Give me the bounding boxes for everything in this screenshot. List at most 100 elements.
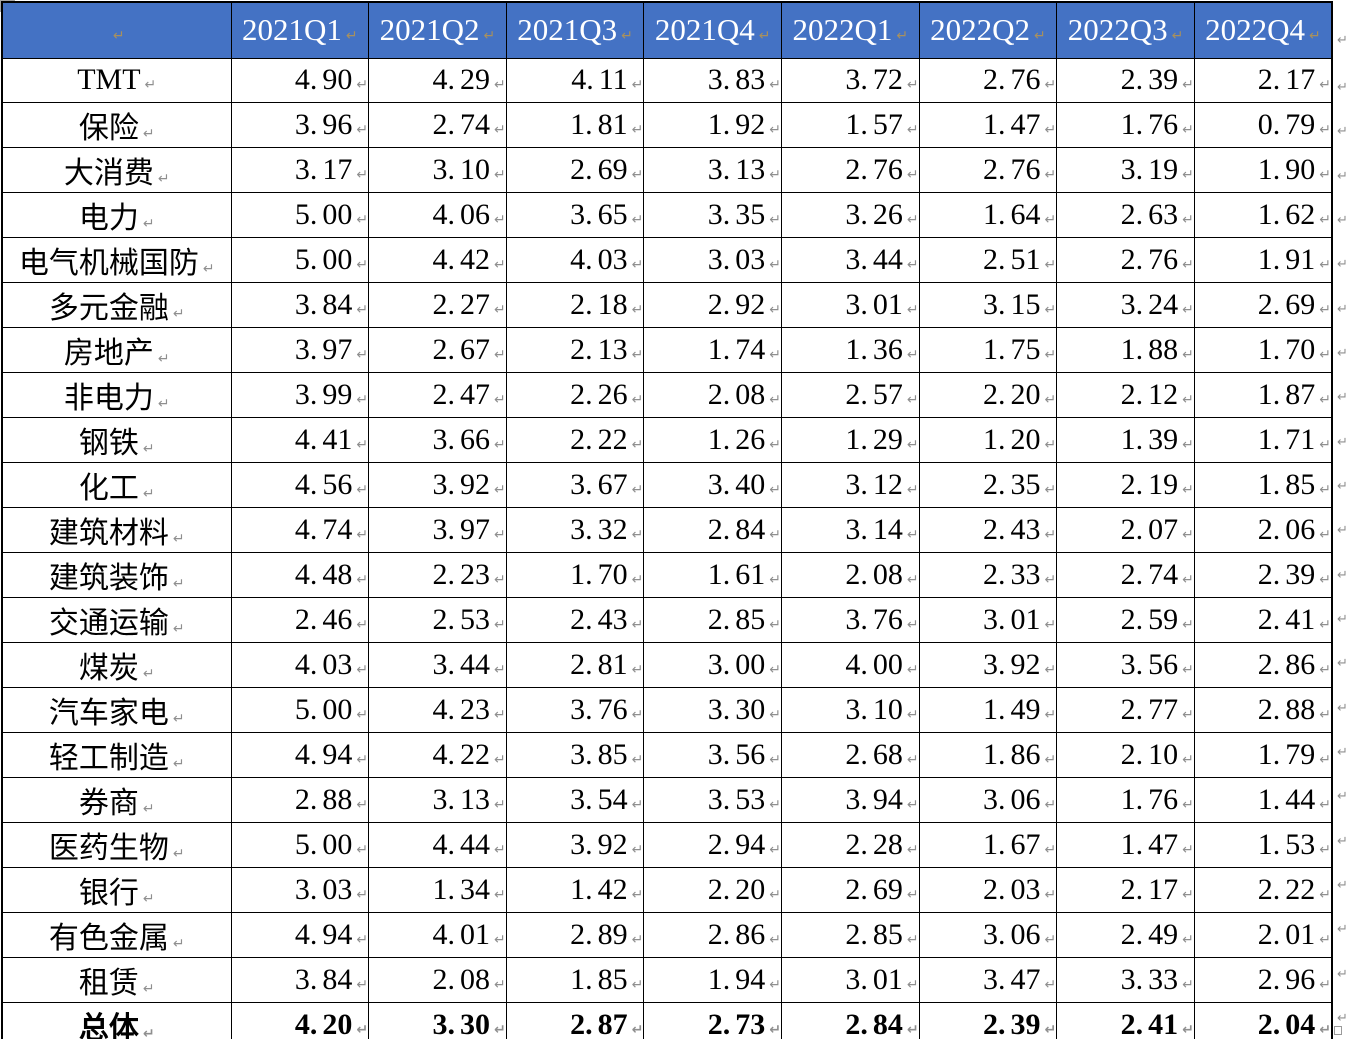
row-label-cell: 电气机械国防 ↵ bbox=[1, 236, 232, 283]
cell-value: 2. 20 bbox=[983, 377, 1041, 411]
value-cell: 3. 92 ↵ bbox=[918, 641, 1058, 688]
cell-value: 2. 08 bbox=[845, 557, 903, 591]
end-of-cell-mark-icon: ↵ bbox=[769, 706, 781, 723]
end-of-row-mark-icon: ↵ bbox=[1337, 213, 1347, 229]
cell-value: 2. 47 bbox=[432, 377, 491, 411]
end-of-cell-mark-icon: ↵ bbox=[494, 1021, 506, 1038]
cell-value: 4. 48 bbox=[294, 557, 353, 591]
end-of-cell-mark-icon: ↵ bbox=[356, 886, 369, 903]
value-cell: 1. 20 ↵ bbox=[918, 416, 1058, 463]
end-of-cell-mark-icon: ↵ bbox=[631, 301, 644, 318]
end-of-cell-mark-icon: ↵ bbox=[1182, 256, 1194, 273]
end-of-cell-mark-icon: ↵ bbox=[1182, 77, 1194, 94]
end-of-cell-mark-icon: ↵ bbox=[356, 121, 369, 138]
end-of-cell-mark-icon: ↵ bbox=[494, 391, 506, 408]
cell-value: 4. 00 bbox=[845, 647, 903, 681]
end-of-cell-mark-icon: ↵ bbox=[494, 616, 506, 633]
end-of-cell-mark-icon: ↵ bbox=[906, 211, 919, 228]
value-cell: 2. 84 ↵ bbox=[781, 1001, 920, 1039]
value-cell: 2. 46 ↵ bbox=[230, 596, 370, 643]
cell-text: 建筑材料 bbox=[48, 516, 169, 550]
column-header-2022Q4: 2022Q4 ↵ bbox=[1193, 1, 1333, 59]
cell-value: 4. 94 bbox=[294, 737, 353, 771]
value-cell: 1. 49 ↵ bbox=[918, 686, 1058, 733]
end-of-cell-mark-icon: ↵ bbox=[906, 77, 919, 94]
end-of-cell-mark-icon: ↵ bbox=[906, 616, 919, 633]
end-of-cell-mark-icon: ↵ bbox=[483, 28, 496, 45]
end-of-cell-mark-icon: ↵ bbox=[1182, 706, 1194, 723]
end-of-row-mark-icon: ↵ bbox=[1337, 479, 1347, 495]
cell-value: 1. 90 bbox=[1257, 152, 1316, 186]
end-of-cell-mark-icon: ↵ bbox=[906, 706, 919, 723]
value-cell: 3. 84 ↵ bbox=[230, 281, 370, 328]
end-of-cell-mark-icon: ↵ bbox=[345, 28, 358, 45]
end-of-cell-mark-icon: ↵ bbox=[631, 886, 644, 903]
end-of-cell-mark-icon: ↵ bbox=[494, 211, 506, 228]
value-cell: 1. 86 ↵ bbox=[918, 731, 1058, 778]
end-of-cell-mark-icon: ↵ bbox=[356, 436, 369, 453]
table-row: 汽车家电 ↵ 5. 00 ↵ 4. 23 ↵ 3. 76 ↵ 3. 30 ↵ 3. 10 ↵ 1. 49… bbox=[1, 686, 1333, 733]
end-of-cell-mark-icon: ↵ bbox=[1044, 526, 1057, 543]
value-cell: 1. 53 ↵ bbox=[1193, 821, 1333, 868]
end-of-cell-mark-icon: ↵ bbox=[494, 976, 506, 993]
end-of-cell-mark-icon: ↵ bbox=[1182, 796, 1194, 813]
cell-value: 2. 74 bbox=[1120, 557, 1179, 591]
end-of-row-mark-icon: ↵ bbox=[1337, 346, 1347, 362]
end-of-row-mark-icon: ↵ bbox=[1337, 744, 1347, 760]
cell-value: 2. 74 bbox=[432, 107, 491, 141]
end-of-cell-mark-icon: ↵ bbox=[1044, 301, 1057, 318]
cell-value: 3. 56 bbox=[707, 737, 766, 771]
value-cell: 3. 47 ↵ bbox=[918, 956, 1058, 1003]
value-cell: 0. 79 ↵ bbox=[1193, 101, 1333, 148]
value-cell: 1. 36 ↵ bbox=[781, 326, 920, 373]
table-row: 电力 ↵ 5. 00 ↵ 4. 06 ↵ 3. 65 ↵ 3. 35 ↵ 3. 26 ↵ 1. 64 ↵ 2… bbox=[1, 191, 1333, 238]
end-of-cell-mark-icon: ↵ bbox=[906, 166, 919, 183]
cell-value: 1. 81 bbox=[570, 107, 628, 141]
value-cell: 3. 44 ↵ bbox=[781, 236, 920, 283]
end-of-cell-mark-icon: ↵ bbox=[1044, 121, 1057, 138]
value-cell: 2. 20 ↵ bbox=[643, 866, 782, 913]
value-cell: 1. 67 ↵ bbox=[918, 821, 1058, 868]
cell-value: 4. 42 bbox=[432, 242, 491, 276]
end-of-cell-mark-icon: ↵ bbox=[142, 125, 155, 142]
value-cell: 3. 06 ↵ bbox=[918, 911, 1058, 958]
end-of-cell-mark-icon: ↵ bbox=[356, 751, 369, 768]
cell-value: 2. 59 bbox=[1120, 602, 1179, 636]
cell-value: 1. 87 bbox=[1257, 377, 1316, 411]
cell-value: 2. 85 bbox=[707, 602, 766, 636]
end-of-cell-mark-icon: ↵ bbox=[906, 526, 919, 543]
end-of-cell-mark-icon: ↵ bbox=[494, 886, 506, 903]
cell-value: 2. 19 bbox=[1120, 467, 1179, 501]
cell-value: 2. 76 bbox=[845, 152, 903, 186]
cell-value: 2. 20 bbox=[707, 872, 766, 906]
end-of-cell-mark-icon: ↵ bbox=[172, 845, 185, 862]
end-of-cell-mark-icon: ↵ bbox=[1319, 166, 1331, 183]
value-cell: 2. 19 ↵ bbox=[1056, 461, 1195, 508]
end-of-cell-mark-icon: ↵ bbox=[172, 710, 185, 727]
cell-value: 2. 41 bbox=[1257, 602, 1316, 636]
cell-value: 2. 22 bbox=[1257, 872, 1316, 906]
end-of-cell-mark-icon: ↵ bbox=[1044, 571, 1057, 588]
end-of-row-mark-icon: ↵ bbox=[1337, 168, 1347, 184]
value-cell: 3. 66 ↵ bbox=[368, 416, 507, 463]
cell-value: 3. 54 bbox=[570, 782, 628, 816]
end-of-cell-mark-icon: ↵ bbox=[631, 841, 644, 858]
cell-value: 3. 14 bbox=[845, 512, 903, 546]
cell-value: 3. 94 bbox=[845, 782, 903, 816]
end-of-cell-mark-icon: ↵ bbox=[494, 661, 506, 678]
cell-value: 0. 79 bbox=[1257, 107, 1316, 141]
value-cell: 4. 22 ↵ bbox=[368, 731, 507, 778]
end-of-cell-mark-icon: ↵ bbox=[769, 121, 781, 138]
cell-value: 4. 01 bbox=[432, 917, 491, 951]
cell-value: 1. 42 bbox=[570, 872, 628, 906]
cell-text: 多元金融 bbox=[48, 291, 169, 325]
cell-value: 3. 67 bbox=[570, 467, 628, 501]
cell-value: 2. 67 bbox=[432, 332, 491, 366]
cell-value: 3. 01 bbox=[845, 962, 903, 996]
value-cell: 3. 94 ↵ bbox=[781, 776, 920, 823]
end-of-cell-mark-icon: ↵ bbox=[1044, 751, 1057, 768]
value-cell: 3. 01 ↵ bbox=[781, 281, 920, 328]
cell-value: 3. 84 bbox=[294, 962, 353, 996]
cell-value: 3. 13 bbox=[707, 152, 766, 186]
